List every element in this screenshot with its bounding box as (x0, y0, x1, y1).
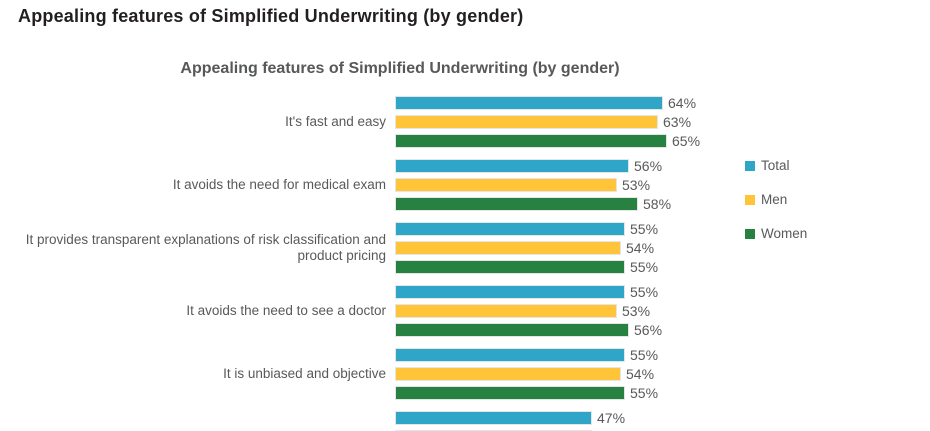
bar-women (396, 198, 637, 210)
value-label: 55% (630, 385, 659, 401)
bar-total (396, 160, 628, 172)
bar-group: 56% 53% 58% (396, 158, 671, 212)
bar-line: 47% (396, 410, 625, 426)
bar-women (396, 387, 624, 399)
bar-men (396, 242, 620, 254)
value-label: 47% (597, 429, 625, 431)
category-label: It provides transparent explanations of … (25, 231, 386, 263)
category-row: It avoids the need for face-to-face conv… (0, 410, 700, 431)
bar-men (396, 179, 616, 191)
bar-men (396, 368, 620, 380)
category-row: It is unbiased and objective 55% 54% 55% (0, 347, 700, 401)
bar-line: 55% (396, 347, 658, 363)
bar-group: 55% 54% 55% (396, 347, 658, 401)
bar-line: 47% (396, 429, 625, 431)
legend-label: Men (761, 192, 788, 207)
value-label: 56% (634, 158, 663, 174)
legend-swatch-icon (745, 160, 755, 171)
bar-line: 53% (396, 303, 662, 319)
bar-total (396, 223, 624, 235)
category-label: It's fast and easy (285, 113, 386, 129)
bar-men (396, 116, 657, 128)
value-label: 56% (634, 322, 663, 338)
legend-label: Women (761, 226, 808, 241)
chart-legend: Total Men Women (745, 158, 807, 260)
bar-total (396, 412, 591, 424)
bar-line: 56% (396, 158, 671, 174)
bar-group: 64% 63% 65% (396, 95, 700, 149)
bar-line: 58% (396, 196, 671, 212)
category-label: It avoids the need for medical exam (172, 176, 386, 192)
legend-swatch-icon (745, 194, 755, 205)
bar-group: 47%47%47% (396, 410, 625, 431)
bar-line: 54% (396, 366, 658, 382)
bar-men (396, 305, 616, 317)
legend-item-total: Total (745, 158, 807, 173)
bar-line: 65% (396, 133, 700, 149)
bar-women (396, 324, 628, 336)
value-label: 55% (630, 259, 659, 275)
value-label: 53% (622, 177, 651, 193)
category-row: It avoids the need to see a doctor 55% 53%… (0, 284, 700, 338)
value-label: 54% (626, 240, 655, 256)
legend-label: Total (761, 158, 790, 173)
legend-item-women: Women (745, 226, 807, 241)
bar-line: 55% (396, 385, 658, 401)
value-label: 55% (630, 347, 659, 363)
bar-line: 64% (396, 95, 700, 111)
category-row: It's fast and easy 64% 63% 65% (0, 95, 700, 149)
bar-total (396, 286, 624, 298)
bar-total (396, 97, 662, 109)
category-label: It avoids the need for face-to-face conv… (0, 429, 396, 431)
bar-total (396, 349, 624, 361)
bar-line: 53% (396, 177, 671, 193)
bar-line: 55% (396, 284, 662, 300)
bar-line: 56% (396, 322, 662, 338)
chart-plot-area: It's fast and easy 64% 63% 65% It avoids the… (0, 95, 700, 431)
bar-group: 55% 53% 56% (396, 284, 662, 338)
value-label: 58% (643, 196, 672, 212)
value-label: 47% (597, 410, 626, 426)
legend-item-men: Men (745, 192, 807, 207)
bar-women (396, 135, 666, 147)
bar-group: 55% 54% 55% (396, 221, 658, 275)
chart-title: Appealing features of Simplified Underwr… (180, 60, 620, 77)
value-label: 55% (630, 284, 659, 300)
bar-line: 55% (396, 259, 658, 275)
bar-line: 54% (396, 240, 658, 256)
bar-line: 63% (396, 114, 700, 130)
bar-line: 55% (396, 221, 658, 237)
bar-women (396, 261, 624, 273)
page-title: Appealing features of Simplified Underwr… (18, 6, 524, 26)
value-label: 54% (626, 366, 655, 382)
value-label: 53% (622, 303, 651, 319)
category-row: It provides transparent explanations of … (0, 221, 700, 275)
value-label: 65% (672, 133, 701, 149)
value-label: 55% (630, 221, 659, 237)
category-label: It avoids the need to see a doctor (186, 302, 386, 318)
category-row: It avoids the need for medical exam 56% 53… (0, 158, 700, 212)
category-label: It is unbiased and objective (223, 365, 386, 381)
legend-swatch-icon (745, 228, 755, 239)
value-label: 63% (663, 114, 692, 130)
value-label: 64% (668, 95, 697, 111)
